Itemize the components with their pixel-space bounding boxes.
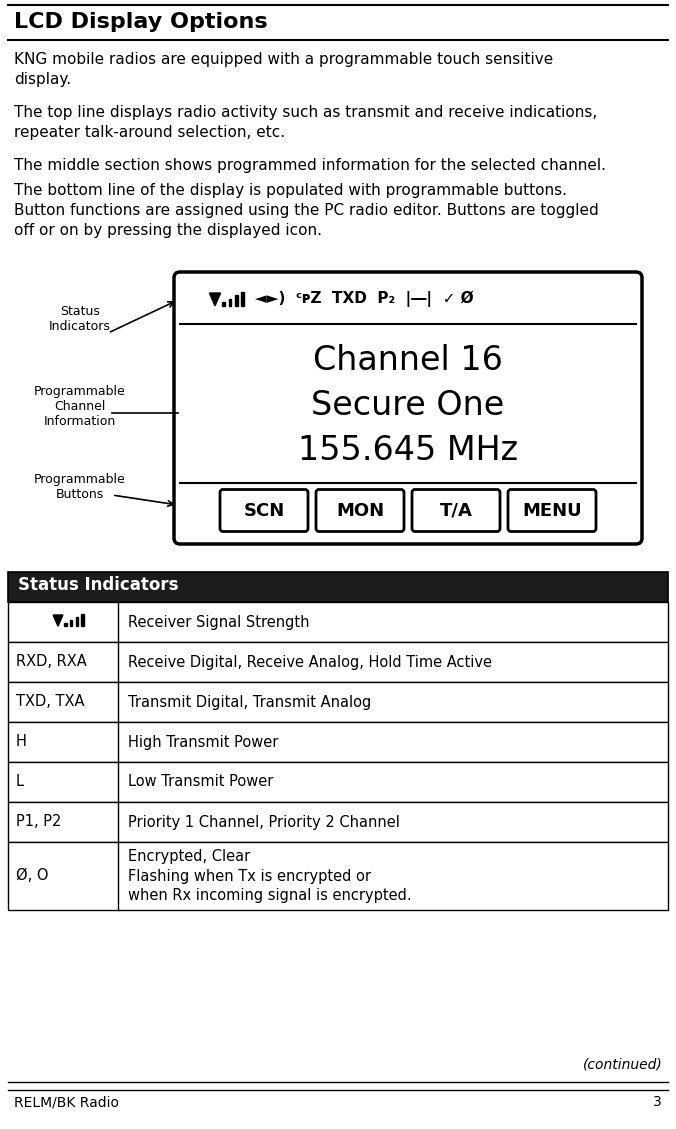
Text: Ø, O: Ø, O — [16, 868, 49, 884]
Text: Channel 16: Channel 16 — [313, 344, 503, 377]
Text: RXD, RXA: RXD, RXA — [16, 655, 87, 669]
Bar — [8, 842, 668, 910]
Text: High Transmit Power: High Transmit Power — [128, 735, 279, 750]
FancyBboxPatch shape — [412, 490, 500, 532]
Text: Programmable
Buttons: Programmable Buttons — [34, 473, 126, 501]
Text: MENU: MENU — [522, 501, 582, 519]
Text: The top line displays radio activity such as transmit and receive indications,
r: The top line displays radio activity suc… — [14, 105, 598, 140]
Bar — [81, 614, 84, 627]
Bar — [70, 620, 72, 627]
Bar — [8, 682, 668, 723]
Bar — [64, 623, 67, 627]
Text: TXD, TXA: TXD, TXA — [16, 694, 85, 709]
Text: (continued): (continued) — [583, 1058, 663, 1073]
Text: Encrypted, Clear
Flashing when Tx is encrypted or
when Rx incoming signal is enc: Encrypted, Clear Flashing when Tx is enc… — [128, 849, 412, 903]
Text: The middle section shows programmed information for the selected channel.: The middle section shows programmed info… — [14, 158, 606, 173]
Bar — [235, 296, 238, 306]
Bar — [241, 292, 244, 306]
Text: Status
Indicators: Status Indicators — [49, 305, 111, 333]
Text: The bottom line of the display is populated with programmable buttons.
Button fu: The bottom line of the display is popula… — [14, 183, 599, 237]
Text: P1, P2: P1, P2 — [16, 814, 62, 830]
Bar — [222, 301, 225, 306]
Text: Transmit Digital, Transmit Analog: Transmit Digital, Transmit Analog — [128, 694, 371, 709]
Text: Receive Digital, Receive Analog, Hold Time Active: Receive Digital, Receive Analog, Hold Ti… — [128, 655, 492, 669]
Text: Status Indicators: Status Indicators — [18, 576, 178, 594]
Bar — [8, 642, 668, 682]
Text: T/A: T/A — [439, 501, 473, 519]
Text: LCD Display Options: LCD Display Options — [14, 12, 268, 32]
Text: Priority 1 Channel, Priority 2 Channel: Priority 1 Channel, Priority 2 Channel — [128, 814, 400, 830]
FancyBboxPatch shape — [508, 490, 596, 532]
Text: SCN: SCN — [243, 501, 285, 519]
Text: 155.645 MHz: 155.645 MHz — [298, 434, 518, 467]
Text: Secure One: Secure One — [312, 390, 504, 422]
Polygon shape — [210, 294, 220, 306]
Bar — [8, 762, 668, 802]
Bar — [8, 602, 668, 642]
FancyBboxPatch shape — [220, 490, 308, 532]
Text: Receiver Signal Strength: Receiver Signal Strength — [128, 614, 310, 630]
Bar — [76, 618, 78, 627]
Text: ◄►)  ᶜᴘZ  TXD  P₂  |―|  ✓ Ø: ◄►) ᶜᴘZ TXD P₂ |―| ✓ Ø — [255, 291, 474, 307]
Text: RELM/BK Radio: RELM/BK Radio — [14, 1095, 119, 1109]
Text: Low Transmit Power: Low Transmit Power — [128, 774, 273, 789]
Text: L: L — [16, 774, 24, 789]
Text: 3: 3 — [653, 1095, 662, 1109]
FancyBboxPatch shape — [174, 272, 642, 544]
Text: KNG mobile radios are equipped with a programmable touch sensitive
display.: KNG mobile radios are equipped with a pr… — [14, 52, 553, 87]
Text: H: H — [16, 735, 27, 750]
FancyBboxPatch shape — [316, 490, 404, 532]
Bar — [8, 723, 668, 762]
Text: MON: MON — [336, 501, 384, 519]
Bar — [228, 298, 231, 306]
Bar — [8, 802, 668, 842]
Polygon shape — [53, 615, 63, 627]
Bar — [8, 572, 668, 602]
Text: Programmable
Channel
Information: Programmable Channel Information — [34, 385, 126, 428]
